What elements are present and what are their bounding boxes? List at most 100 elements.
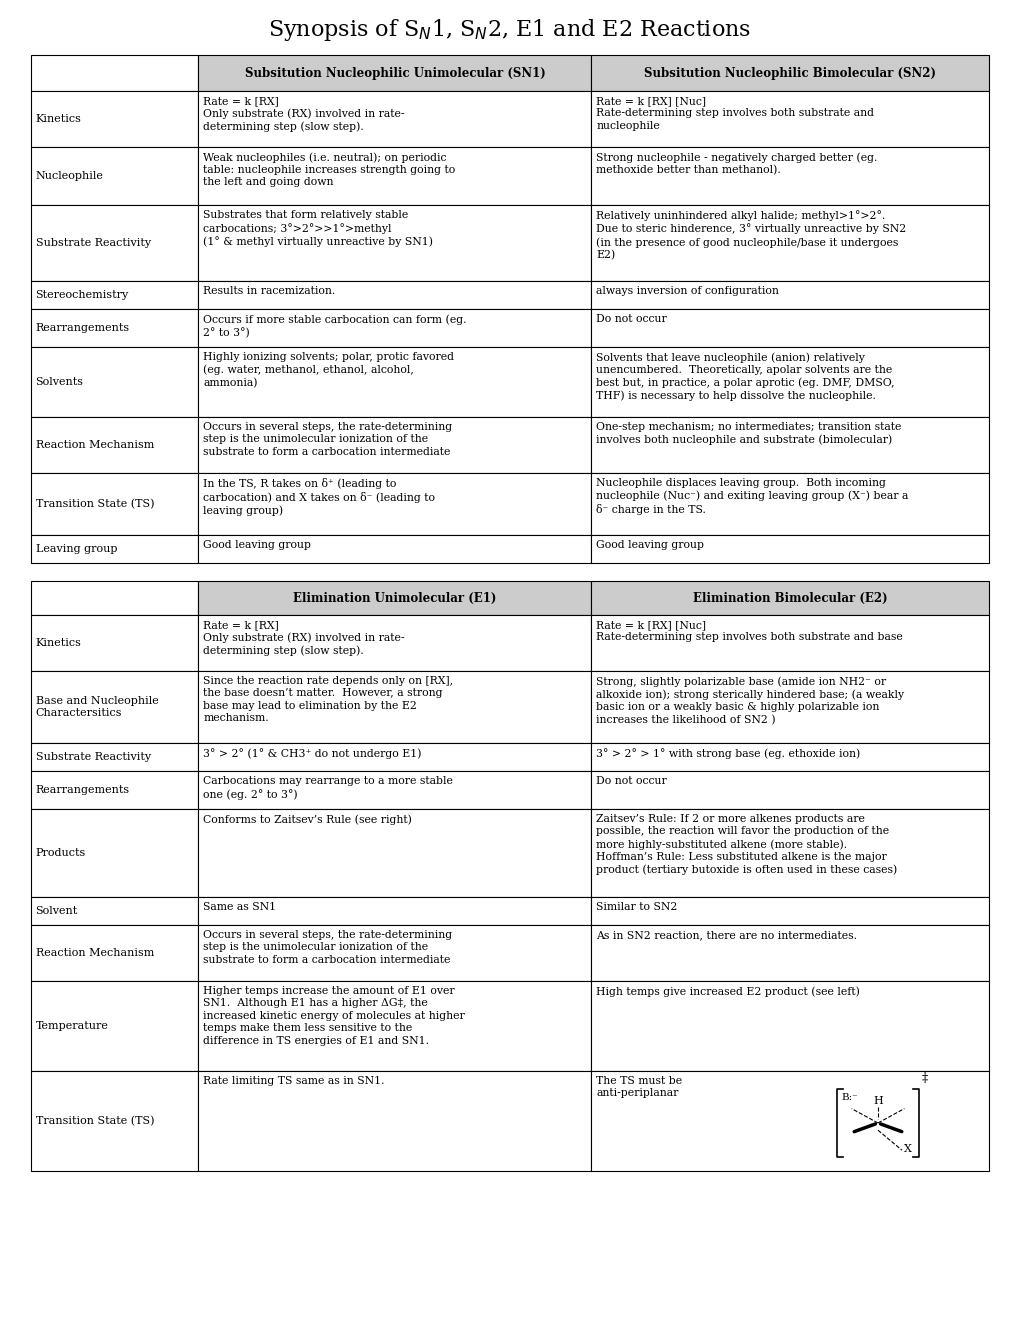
Text: Rate limiting TS same as in SN1.: Rate limiting TS same as in SN1. <box>203 1076 384 1086</box>
Text: Subsitution Nucleophilic Bimolecular (SN2): Subsitution Nucleophilic Bimolecular (SN… <box>644 66 935 79</box>
Text: Kinetics: Kinetics <box>36 638 82 648</box>
Text: Similar to SN2: Similar to SN2 <box>596 902 678 912</box>
Bar <box>591 925 988 981</box>
Bar <box>198 417 591 473</box>
Text: Since the reaction rate depends only on [RX],
the base doesn’t matter.  However,: Since the reaction rate depends only on … <box>203 676 453 723</box>
Text: Carbocations may rearrange to a more stable
one (eg. 2° to 3°): Carbocations may rearrange to a more sta… <box>203 776 452 800</box>
Text: Strong nucleophile - negatively charged better (eg.
methoxide better than methan: Strong nucleophile - negatively charged … <box>596 152 877 176</box>
Text: X: X <box>904 1144 911 1154</box>
Text: Occurs in several steps, the rate-determining
step is the unimolecular ionizatio: Occurs in several steps, the rate-determ… <box>203 422 452 457</box>
Bar <box>591 309 988 347</box>
Text: Kinetics: Kinetics <box>36 114 82 124</box>
Bar <box>31 981 198 1071</box>
Bar <box>591 898 988 925</box>
Bar <box>31 309 198 347</box>
Text: Substrate Reactivity: Substrate Reactivity <box>36 238 151 248</box>
Text: B:⁻: B:⁻ <box>841 1093 857 1102</box>
Text: Substrates that form relatively stable
carbocations; 3°>2°>>1°>methyl
(1° & meth: Substrates that form relatively stable c… <box>203 210 433 247</box>
Text: Higher temps increase the amount of E1 over
SN1.  Although E1 has a higher ΔG‡, : Higher temps increase the amount of E1 o… <box>203 986 465 1045</box>
Text: Elimination Bimolecular (E2): Elimination Bimolecular (E2) <box>693 591 887 605</box>
Bar <box>31 615 198 671</box>
Text: High temps give increased E2 product (see left): High temps give increased E2 product (se… <box>596 986 860 997</box>
Bar <box>591 347 988 417</box>
Text: Substrate Reactivity: Substrate Reactivity <box>36 752 151 762</box>
Bar <box>591 581 988 615</box>
Text: Solvents that leave nucleophile (anion) relatively
unencumbered.  Theoretically,: Solvents that leave nucleophile (anion) … <box>596 352 895 401</box>
Text: Relatively uninhindered alkyl halide; methyl>1°>2°.
Due to steric hinderence, 3°: Relatively uninhindered alkyl halide; me… <box>596 210 906 260</box>
Text: Rate = k [RX]
Only substrate (RX) involved in rate-
determining step (slow step): Rate = k [RX] Only substrate (RX) involv… <box>203 620 405 656</box>
Bar <box>591 205 988 281</box>
Bar <box>31 771 198 809</box>
Text: Same as SN1: Same as SN1 <box>203 902 276 912</box>
Bar <box>31 91 198 147</box>
Bar <box>198 981 591 1071</box>
Text: Temperature: Temperature <box>36 1020 108 1031</box>
Text: Products: Products <box>36 847 86 858</box>
Text: Rate = k [RX] [Nuc]
Rate-determining step involves both substrate and base: Rate = k [RX] [Nuc] Rate-determining ste… <box>596 620 903 643</box>
Bar <box>198 473 591 535</box>
Text: Rate = k [RX]
Only substrate (RX) involved in rate-
determining step (slow step): Rate = k [RX] Only substrate (RX) involv… <box>203 96 405 132</box>
Bar <box>31 147 198 205</box>
Bar <box>31 809 198 898</box>
Bar <box>198 809 591 898</box>
Bar <box>31 743 198 771</box>
Text: Weak nucleophiles (i.e. neutral); on periodic
table: nucleophile increases stren: Weak nucleophiles (i.e. neutral); on per… <box>203 152 455 187</box>
Bar <box>591 743 988 771</box>
Text: The TS must be
anti-periplanar: The TS must be anti-periplanar <box>596 1076 682 1098</box>
Text: always inversion of configuration: always inversion of configuration <box>596 286 779 296</box>
Text: H: H <box>872 1097 882 1106</box>
Text: Stereochemistry: Stereochemistry <box>36 290 128 300</box>
Text: One-step mechanism; no intermediates; transition state
involves both nucleophile: One-step mechanism; no intermediates; tr… <box>596 422 901 445</box>
Text: Nucleophile: Nucleophile <box>36 172 103 181</box>
Text: Conforms to Zaitsev’s Rule (see right): Conforms to Zaitsev’s Rule (see right) <box>203 814 412 825</box>
Bar <box>31 925 198 981</box>
Bar <box>198 743 591 771</box>
Text: Synopsis of S$_N$1, S$_N$2, E1 and E2 Reactions: Synopsis of S$_N$1, S$_N$2, E1 and E2 Re… <box>268 17 751 44</box>
Text: Solvents: Solvents <box>36 378 84 387</box>
Bar <box>31 581 198 615</box>
Text: Occurs in several steps, the rate-determining
step is the unimolecular ionizatio: Occurs in several steps, the rate-determ… <box>203 931 452 965</box>
Bar <box>31 205 198 281</box>
Bar <box>198 615 591 671</box>
Bar <box>198 205 591 281</box>
Bar <box>198 55 591 91</box>
Bar <box>31 55 198 91</box>
Bar <box>591 473 988 535</box>
Text: Base and Nucleophile
Charactersitics: Base and Nucleophile Charactersitics <box>36 696 158 718</box>
Bar <box>591 809 988 898</box>
Bar <box>591 981 988 1071</box>
Bar <box>198 771 591 809</box>
Bar <box>31 1071 198 1171</box>
Bar <box>591 281 988 309</box>
Bar <box>591 535 988 564</box>
Text: In the TS, R takes on δ⁺ (leading to
carbocation) and X takes on δ⁻ (leading to
: In the TS, R takes on δ⁺ (leading to car… <box>203 478 435 516</box>
Bar <box>31 898 198 925</box>
Bar <box>198 309 591 347</box>
Text: Rate = k [RX] [Nuc]
Rate-determining step involves both substrate and
nucleophil: Rate = k [RX] [Nuc] Rate-determining ste… <box>596 96 873 131</box>
Text: Results in racemization.: Results in racemization. <box>203 286 335 296</box>
Bar <box>31 347 198 417</box>
Bar <box>198 281 591 309</box>
Bar <box>31 281 198 309</box>
Bar <box>198 671 591 743</box>
Text: Do not occur: Do not occur <box>596 314 666 323</box>
Text: 3° > 2° > 1° with strong base (eg. ethoxide ion): 3° > 2° > 1° with strong base (eg. ethox… <box>596 748 860 759</box>
Text: Do not occur: Do not occur <box>596 776 666 785</box>
Bar <box>198 147 591 205</box>
Bar <box>198 581 591 615</box>
Text: Transition State (TS): Transition State (TS) <box>36 1115 154 1126</box>
Bar <box>591 615 988 671</box>
Bar <box>31 671 198 743</box>
Text: Highly ionizing solvents; polar, protic favored
(eg. water, methanol, ethanol, a: Highly ionizing solvents; polar, protic … <box>203 352 453 388</box>
Text: Elimination Unimolecular (E1): Elimination Unimolecular (E1) <box>293 591 496 605</box>
Text: Solvent: Solvent <box>36 906 77 916</box>
Text: Reaction Mechanism: Reaction Mechanism <box>36 440 154 450</box>
Text: Rearrangements: Rearrangements <box>36 323 129 333</box>
Text: Transition State (TS): Transition State (TS) <box>36 499 154 510</box>
Text: 3° > 2° (1° & CH3⁺ do not undergo E1): 3° > 2° (1° & CH3⁺ do not undergo E1) <box>203 748 422 759</box>
Text: Good leaving group: Good leaving group <box>596 540 704 550</box>
Text: Reaction Mechanism: Reaction Mechanism <box>36 948 154 958</box>
Bar <box>198 535 591 564</box>
Text: Zaitsev’s Rule: If 2 or more alkenes products are
possible, the reaction will fa: Zaitsev’s Rule: If 2 or more alkenes pro… <box>596 814 897 875</box>
Bar <box>198 898 591 925</box>
